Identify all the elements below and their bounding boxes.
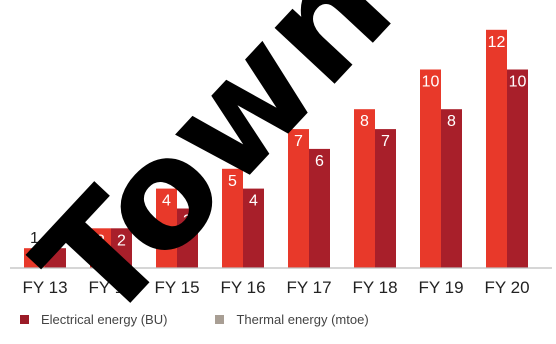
x-tick-label-fy16: FY 16 <box>220 278 265 297</box>
bar-thermal-fy14 <box>111 228 132 268</box>
bar-thermal-fy15 <box>177 208 198 268</box>
bar-thermal-fy20 <box>507 69 528 268</box>
data-label-electrical-fy14: 2 <box>96 232 105 249</box>
data-label-electrical-fy18: 8 <box>360 113 369 130</box>
x-tick-label-fy15: FY 15 <box>154 278 199 297</box>
data-label-electrical-fy16: 5 <box>228 173 237 190</box>
data-label-electrical-fy20: 12 <box>488 34 506 51</box>
data-label-electrical-fy17: 7 <box>294 133 303 150</box>
bar-thermal-fy18 <box>375 129 396 268</box>
data-label-thermal-fy18: 7 <box>381 133 390 150</box>
x-tick-label-fy17: FY 17 <box>286 278 331 297</box>
data-label-electrical-fy19: 10 <box>422 74 440 91</box>
bar-thermal-fy16 <box>243 188 264 268</box>
legend-label-electrical: Electrical energy (BU) <box>41 312 168 327</box>
x-tick-label-fy14: FY 14 <box>88 278 133 297</box>
x-tick-label-fy13: FY 13 <box>22 278 67 297</box>
data-label-electrical-fy15: 4 <box>162 193 171 210</box>
bar-electrical-fy15 <box>156 188 177 268</box>
legend-swatch-electrical <box>20 315 29 324</box>
data-label-thermal-fy14: 2 <box>117 232 126 249</box>
bar-electrical-fy20 <box>486 29 507 268</box>
x-tick-label-fy20: FY 20 <box>484 278 529 297</box>
bar-thermal-fy13 <box>45 248 66 268</box>
bar-thermal-fy19 <box>441 109 462 268</box>
data-label-thermal-fy15: 3 <box>183 213 192 230</box>
bar-electrical-fy16 <box>222 168 243 268</box>
data-label-thermal-fy16: 4 <box>249 193 258 210</box>
data-label-thermal-fy13: 1 <box>51 230 60 247</box>
x-tick-labels: FY 13 FY 14 FY 15 FY 16 FY 17 FY 18 FY 19 FY 20 <box>22 278 529 297</box>
bar-electrical-fy13 <box>24 248 45 268</box>
x-tick-label-fy18: FY 18 <box>352 278 397 297</box>
bar-thermal-fy17 <box>309 148 330 268</box>
data-label-thermal-fy19: 8 <box>447 113 456 130</box>
bar-electrical-fy14 <box>90 228 111 268</box>
data-label-thermal-fy20: 10 <box>509 74 527 91</box>
bar-electrical-fy19 <box>420 69 441 268</box>
data-label-electrical-fy13: 1 <box>30 230 39 247</box>
x-tick-label-fy19: FY 19 <box>418 278 463 297</box>
data-label-thermal-fy17: 6 <box>315 153 324 170</box>
legend-swatch-thermal <box>215 315 225 324</box>
legend-label-thermal: Thermal energy (mtoe) <box>236 312 369 327</box>
legend-item-thermal: Thermal energy (mtoe) <box>215 312 369 327</box>
bar-electrical-fy18 <box>354 109 375 268</box>
legend: Electrical energy (BU) Thermal energy (m… <box>20 312 369 327</box>
legend-item-electrical: Electrical energy (BU) <box>20 312 167 327</box>
bar-electrical-fy17 <box>288 129 309 268</box>
